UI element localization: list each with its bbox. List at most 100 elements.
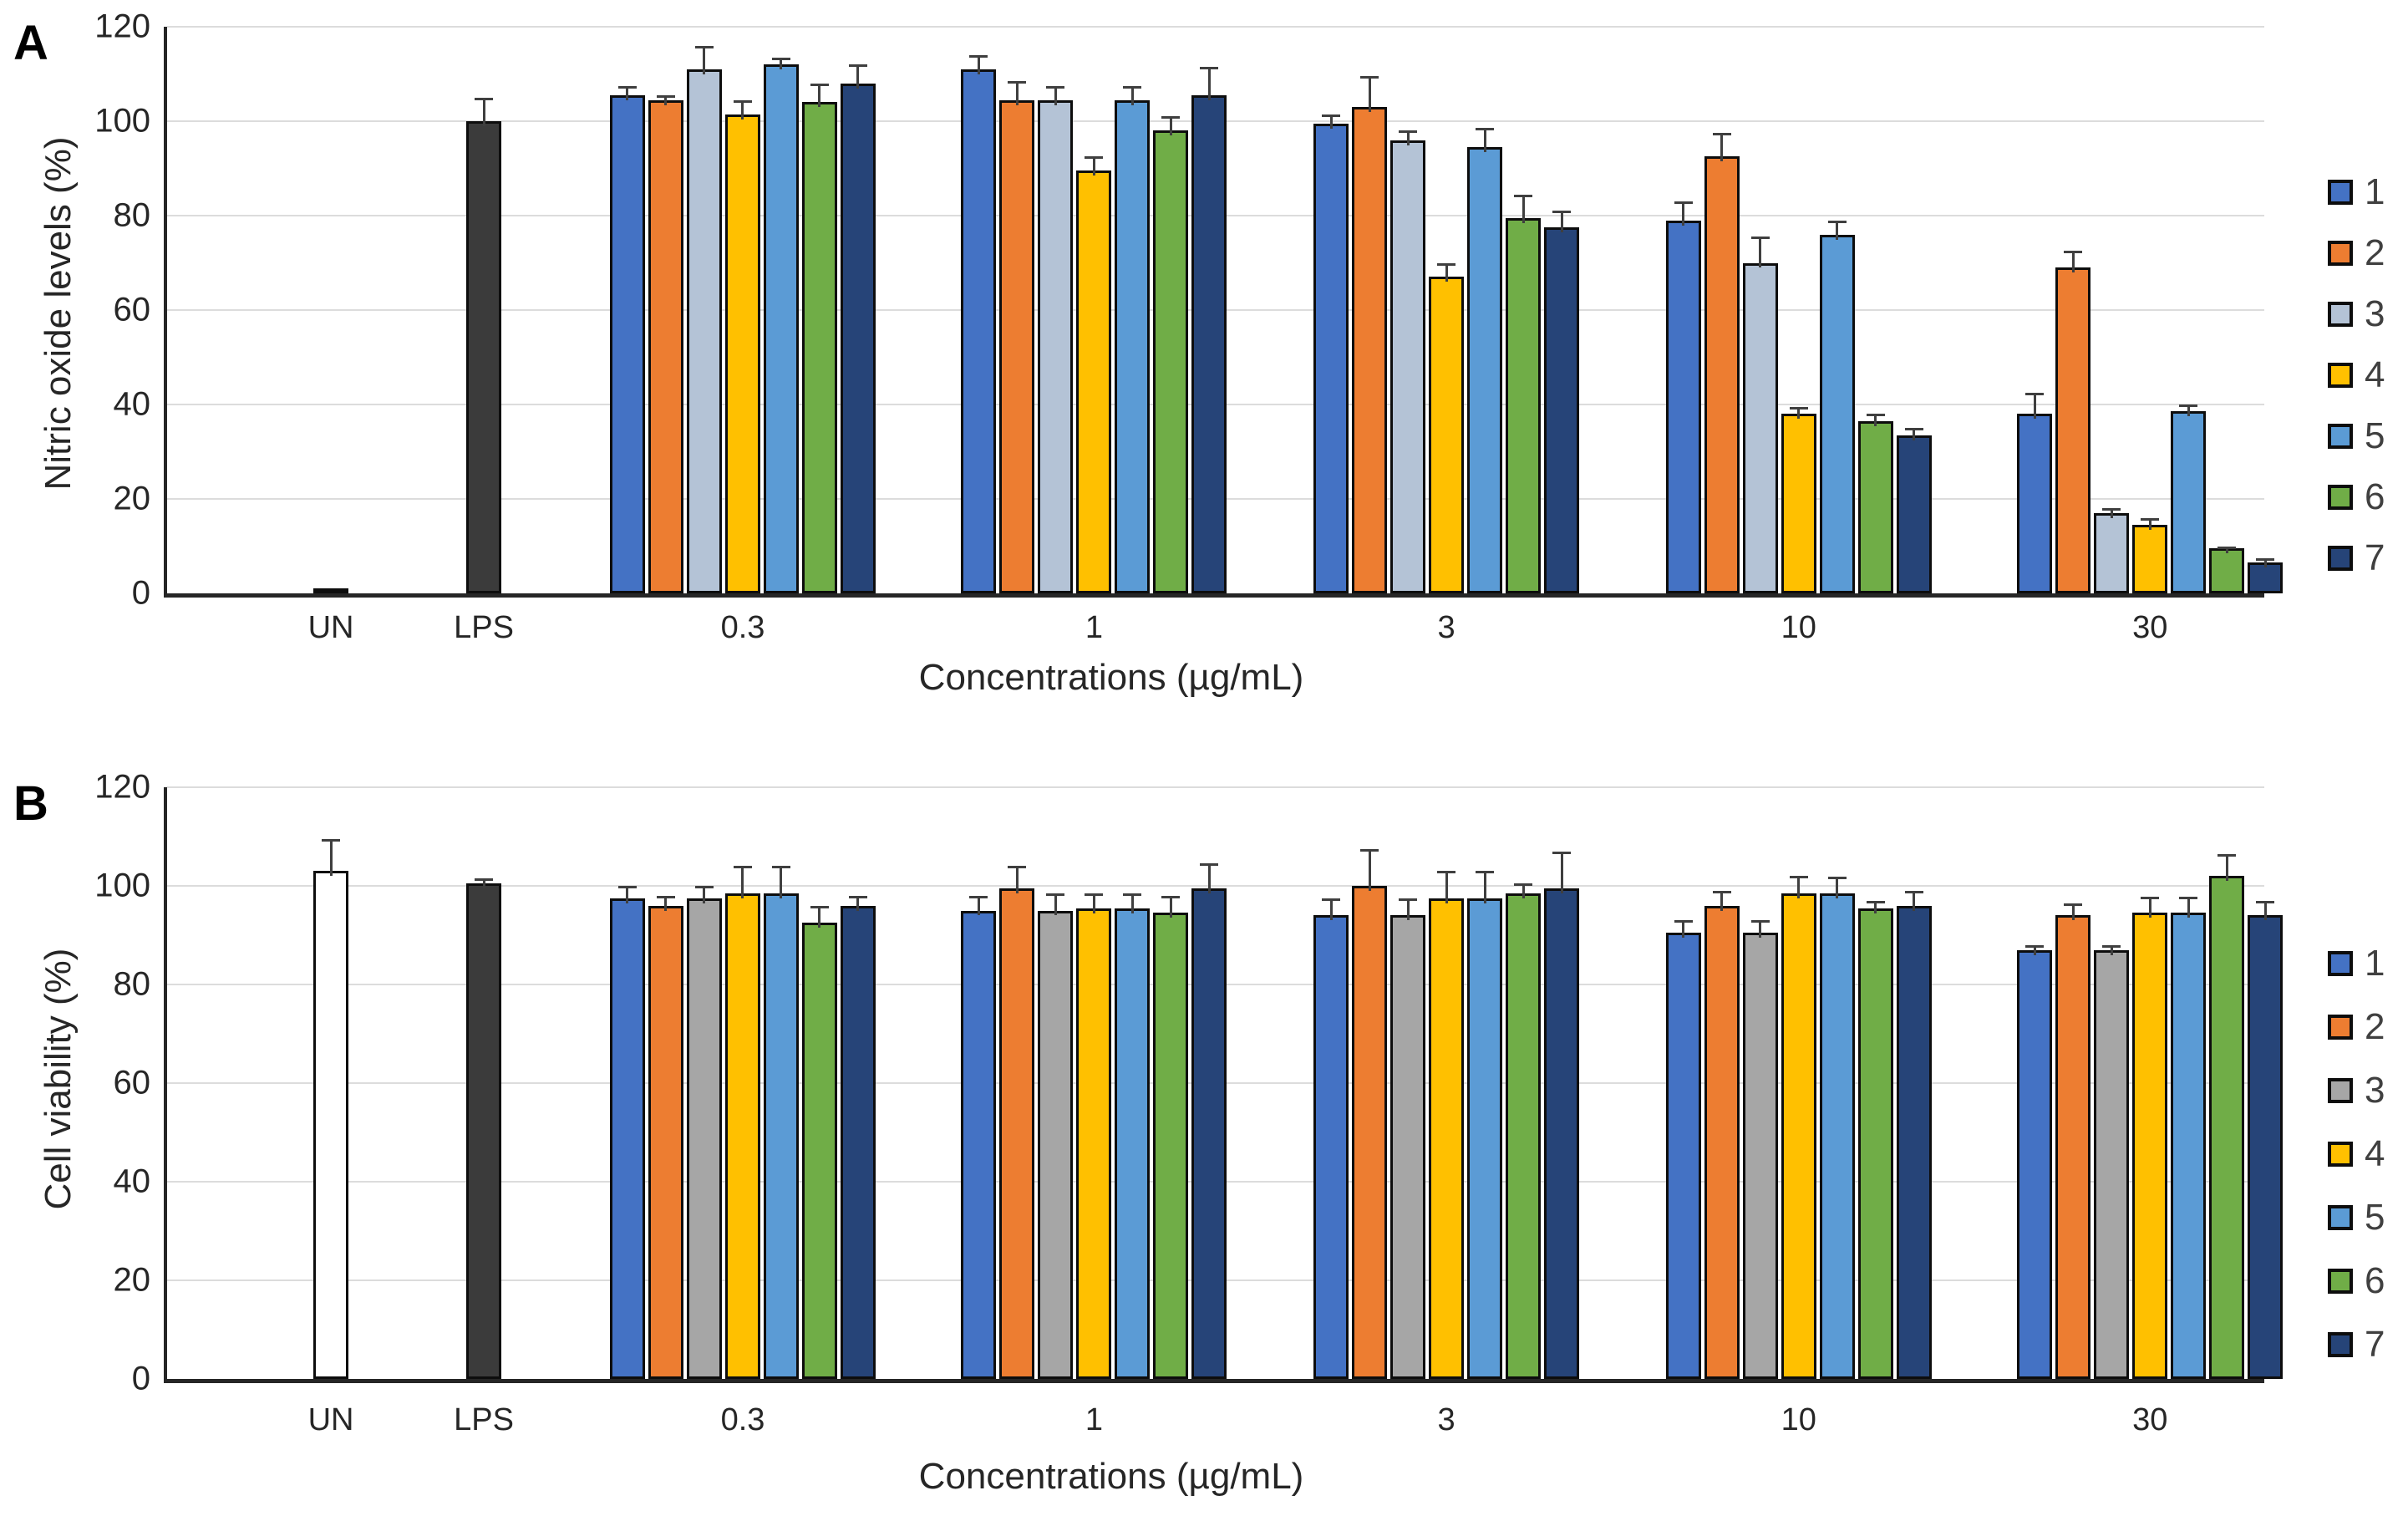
error-bar	[1169, 895, 1172, 918]
bar-series-6-1	[1153, 913, 1189, 1379]
x-axis-line	[164, 1379, 2264, 1383]
error-bar-cap	[694, 886, 714, 888]
error-bar-cap	[1322, 114, 1341, 117]
error-bar	[1130, 85, 1134, 105]
error-bar	[2263, 900, 2267, 921]
bar-series-4-30	[2132, 913, 2168, 1379]
bar-series-3-0.3	[686, 898, 722, 1379]
bar-series-7-30	[2248, 915, 2284, 1379]
error-bar-cap	[1789, 876, 1808, 879]
error-bar	[2071, 251, 2075, 273]
error-bar-cap	[1476, 128, 1495, 131]
legend-label-1: 1	[2365, 943, 2385, 984]
bar-lps	[466, 883, 501, 1379]
error-bar	[1836, 877, 1839, 898]
error-bar-cap	[475, 97, 493, 100]
error-bar	[1522, 883, 1525, 898]
error-bar-cap	[1866, 900, 1885, 903]
legend-item-5: 5	[2328, 418, 2385, 455]
error-bar	[1522, 194, 1525, 223]
panel-a-x-axis-title: Concentrations (µg/mL)	[918, 657, 1304, 698]
error-bar	[2110, 944, 2113, 955]
legend-label-6: 6	[2365, 1260, 2385, 1301]
x-category-label: LPS	[454, 610, 514, 645]
legend-swatch-2	[2328, 1015, 2353, 1040]
error-bar	[703, 45, 706, 74]
x-category-label: UN	[307, 1402, 354, 1437]
error-bar-cap	[1200, 67, 1219, 70]
bar-series-6-3	[1506, 217, 1542, 593]
error-bar	[1560, 851, 1563, 893]
error-bar	[1483, 128, 1486, 153]
error-bar-cap	[1360, 76, 1379, 79]
y-axis-line	[164, 787, 167, 1382]
error-bar-cap	[2256, 900, 2275, 903]
legend-swatch-6	[2328, 1269, 2353, 1294]
error-bar	[2071, 903, 2075, 921]
legend-item-2: 2	[2328, 235, 2385, 272]
error-bar-cap	[1399, 130, 1418, 134]
bar-series-3-10	[1742, 933, 1778, 1379]
error-bar-cap	[1712, 890, 1731, 893]
error-bar-cap	[1674, 920, 1693, 923]
bar-series-5-3	[1467, 147, 1503, 593]
legend-item-7: 7	[2328, 1326, 2385, 1363]
error-bar-cap	[1866, 414, 1885, 417]
bar-series-6-3	[1506, 893, 1542, 1379]
bar-series-5-0.3	[763, 64, 799, 593]
panel-a-label: A	[13, 16, 48, 70]
panel-b-x-axis-title: Concentrations (µg/mL)	[918, 1456, 1304, 1497]
legend-item-4: 4	[2328, 1136, 2385, 1173]
error-bar	[1092, 156, 1095, 176]
bar-series-3-3	[1390, 915, 1426, 1379]
error-bar-cap	[475, 878, 493, 882]
error-bar-cap	[771, 57, 790, 60]
bar-series-6-10	[1857, 908, 1893, 1379]
legend-swatch-1	[2328, 951, 2353, 976]
error-bar-cap	[969, 895, 988, 898]
bar-series-2-1	[999, 888, 1035, 1379]
legend-item-1: 1	[2328, 174, 2385, 211]
bar-series-5-10	[1819, 234, 1855, 593]
legend-swatch-2	[2328, 241, 2353, 266]
bar-series-1-0.3	[609, 898, 645, 1379]
legend-label-2: 2	[2365, 1006, 2385, 1047]
error-bar	[780, 866, 783, 898]
bar-series-5-0.3	[763, 893, 799, 1379]
error-bar-cap	[1322, 898, 1341, 901]
bar-series-2-1	[999, 99, 1035, 593]
bar-series-5-30	[2171, 913, 2207, 1379]
error-bar-cap	[2256, 557, 2275, 561]
legend-label-3: 3	[2365, 1070, 2385, 1111]
error-bar-cap	[1712, 133, 1731, 136]
error-bar	[1015, 80, 1019, 105]
bar-series-4-30	[2132, 525, 2168, 593]
x-category-label: 10	[1781, 1402, 1816, 1437]
error-bar-cap	[810, 905, 829, 908]
y-tick-label: 100	[94, 102, 150, 140]
error-bar-cap	[848, 895, 867, 898]
error-bar	[1874, 414, 1877, 426]
bar-series-2-10	[1704, 905, 1740, 1379]
error-bar	[856, 64, 860, 89]
error-bar-cap	[2025, 944, 2045, 948]
legend-label-2: 2	[2365, 232, 2385, 273]
error-bar	[2110, 508, 2113, 518]
error-bar-cap	[1123, 893, 1142, 896]
bar-series-1-3	[1313, 123, 1349, 593]
error-bar-cap	[1008, 866, 1027, 869]
bar-series-2-30	[2055, 915, 2091, 1379]
error-bar-cap	[1476, 871, 1495, 874]
error-bar	[1054, 893, 1057, 916]
error-bar	[1759, 237, 1762, 268]
error-bar-cap	[1008, 80, 1027, 84]
legend-swatch-4	[2328, 1142, 2353, 1167]
error-bar	[2225, 853, 2228, 882]
error-bar-cap	[1046, 85, 1065, 89]
legend-swatch-4	[2328, 363, 2353, 388]
bar-series-4-10	[1781, 893, 1816, 1379]
error-bar	[818, 83, 821, 108]
legend-item-6: 6	[2328, 1263, 2385, 1300]
error-bar-cap	[969, 54, 988, 58]
legend-swatch-1	[2328, 180, 2353, 205]
